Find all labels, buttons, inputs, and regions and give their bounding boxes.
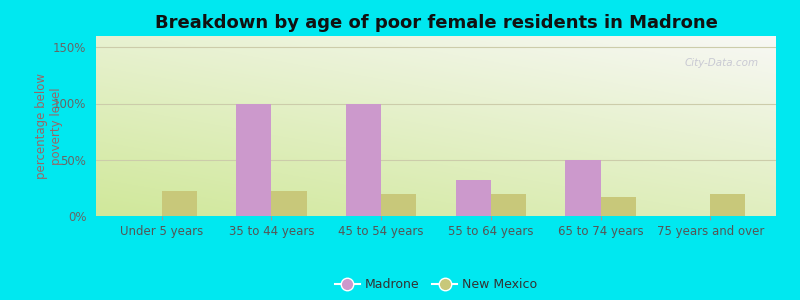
Bar [162, 191, 197, 216]
Title: Breakdown by age of poor female residents in Madrone: Breakdown by age of poor female resident… [154, 14, 718, 32]
Bar [601, 197, 636, 216]
Bar [491, 194, 526, 216]
Bar [381, 194, 416, 216]
Bar [236, 103, 271, 216]
Bar [271, 191, 306, 216]
Bar [346, 103, 381, 216]
Bar [566, 160, 601, 216]
Y-axis label: percentage below
poverty level: percentage below poverty level [34, 73, 62, 179]
Legend: Madrone, New Mexico: Madrone, New Mexico [330, 273, 542, 296]
Text: City-Data.com: City-Data.com [684, 58, 758, 68]
Bar [710, 194, 746, 216]
Bar [456, 180, 491, 216]
